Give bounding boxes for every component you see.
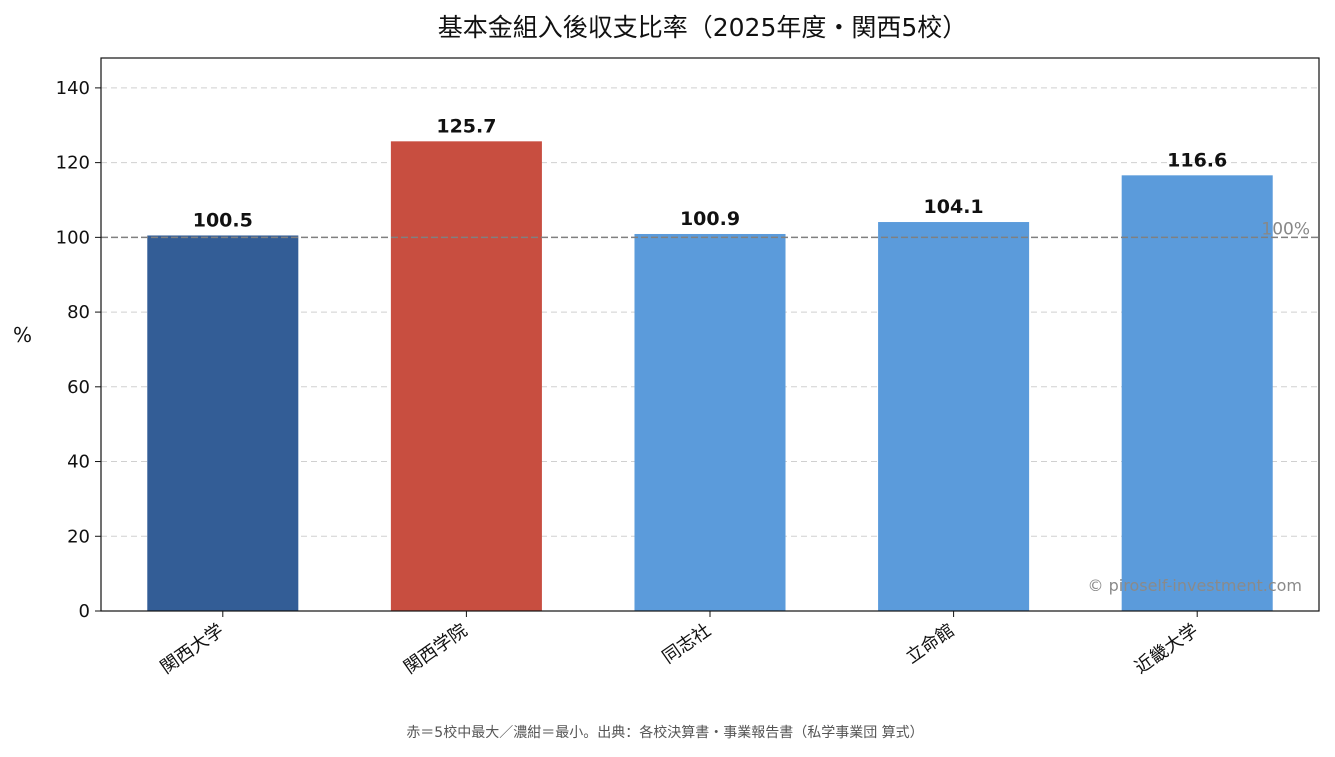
y-tick-label: 0 bbox=[79, 601, 90, 622]
x-tick-label: 関西学院 bbox=[400, 620, 471, 678]
footnote: 赤＝5校中最大／濃紺＝最小。出典：各校決算書・事業報告書（私学事業団 算式） bbox=[406, 725, 924, 741]
plot-frame bbox=[100, 57, 1320, 612]
y-tick-label: 140 bbox=[56, 78, 90, 99]
y-tick-label: 40 bbox=[67, 452, 90, 473]
y-tick-label: 20 bbox=[67, 526, 90, 547]
y-tick-label: 100 bbox=[56, 227, 90, 248]
y-tick-label: 80 bbox=[67, 302, 90, 323]
y-axis-label: % bbox=[13, 323, 33, 347]
bar bbox=[878, 222, 1030, 612]
chart-title: 基本金組入後収支比率（2025年度・関西5校） bbox=[437, 13, 968, 42]
bar-value-label: 100.5 bbox=[193, 209, 253, 231]
x-tick-label: 立命館 bbox=[902, 620, 958, 668]
bar-value-label: 100.9 bbox=[680, 208, 740, 230]
bar-value-label: 104.1 bbox=[924, 196, 984, 218]
bars bbox=[147, 141, 1273, 612]
x-tick-label: 近畿大学 bbox=[1131, 620, 1202, 678]
bar-value-label: 116.6 bbox=[1167, 149, 1227, 171]
x-tick-label: 関西大学 bbox=[157, 620, 228, 678]
bar bbox=[1121, 175, 1273, 611]
bar bbox=[634, 233, 786, 611]
bar bbox=[390, 141, 542, 611]
x-tick-label: 同志社 bbox=[659, 620, 715, 668]
bar-value-label: 125.7 bbox=[436, 115, 496, 137]
bar bbox=[147, 235, 299, 612]
y-tick-label: 60 bbox=[67, 377, 90, 398]
reference-line-group: 100% bbox=[101, 219, 1319, 239]
watermark: © piroself-investment.com bbox=[1088, 576, 1302, 595]
value-labels: 100.5 125.7 100.9 104.1 116.6 bbox=[193, 115, 1228, 231]
reference-line-label: 100% bbox=[1261, 219, 1310, 239]
y-tick-label: 120 bbox=[56, 153, 90, 174]
